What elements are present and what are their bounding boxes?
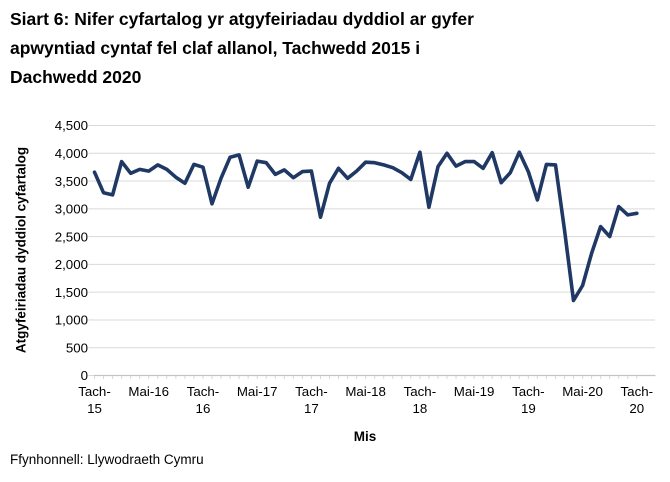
- x-tick-label: 15: [87, 401, 102, 416]
- x-axis-title: Mis: [353, 429, 377, 444]
- y-tick-label: 4,000: [55, 146, 88, 161]
- y-axis-title: Atgyfeiriadau dyddiol cyfartalog: [13, 146, 29, 354]
- y-tick-label: 1,000: [55, 313, 88, 328]
- y-tick-label: 2,500: [55, 229, 88, 244]
- x-tick-label: 18: [412, 401, 427, 416]
- y-tick-label: 3,500: [55, 174, 88, 189]
- chart-title-line-2: apwyntiad cyntaf fel claf allanol, Tachw…: [10, 38, 421, 58]
- x-tick-label: Tach-: [295, 384, 328, 399]
- y-tick-label: 500: [66, 340, 88, 355]
- x-tick-label: Mai-17: [237, 384, 278, 399]
- chart-title-line-1: Siart 6: Nifer cyfartalog yr atgyfeiriad…: [10, 9, 474, 29]
- data-line: [92, 150, 639, 303]
- x-tick-label: 20: [629, 401, 644, 416]
- x-tick-label: Mai-19: [454, 384, 495, 399]
- y-tick-label: 3,000: [55, 202, 88, 217]
- x-tick-label: 16: [196, 401, 211, 416]
- chart-title-line-3: Dachwedd 2020: [10, 67, 142, 87]
- x-tick-label: Tach-: [78, 384, 111, 399]
- x-tick-label: Tach-: [512, 384, 545, 399]
- x-tick-label: 19: [521, 401, 536, 416]
- x-tick-label: Tach-: [404, 384, 437, 399]
- y-tick-label: 2,000: [55, 257, 88, 272]
- y-tick-label: 1,500: [55, 285, 88, 300]
- x-tick-label: Tach-: [187, 384, 220, 399]
- source-note: Ffynhonnell: Llywodraeth Cymru: [10, 452, 204, 467]
- chart-title: Siart 6: Nifer cyfartalog yr atgyfeiriad…: [10, 5, 650, 92]
- x-tick-label: Mai-16: [128, 384, 169, 399]
- x-tick-label: Tach-: [621, 384, 654, 399]
- x-tick-label: Mai-20: [562, 384, 603, 399]
- x-tick-label: 17: [304, 401, 319, 416]
- y-tick-label: 4,500: [55, 118, 88, 133]
- x-tick-label: Mai-18: [345, 384, 386, 399]
- y-tick-label: 0: [81, 368, 88, 383]
